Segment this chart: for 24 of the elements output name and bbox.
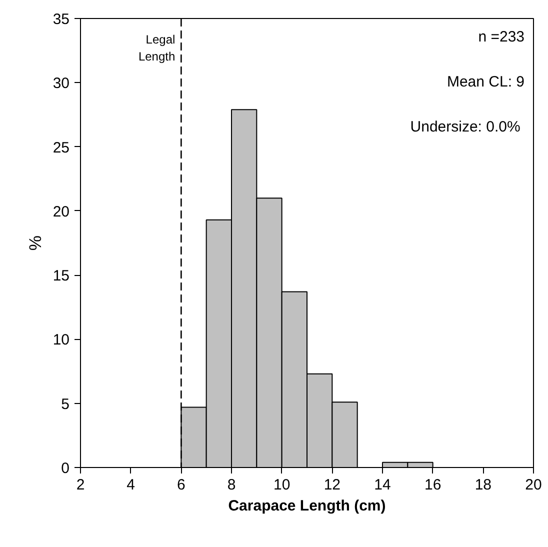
x-tick-label: 16 bbox=[424, 476, 442, 494]
x-tick-label: 20 bbox=[525, 476, 542, 494]
annotation: n =233 bbox=[478, 28, 524, 46]
x-tick-label: 4 bbox=[126, 476, 136, 494]
y-tick-label: 20 bbox=[52, 203, 70, 220]
y-tick-label: 30 bbox=[52, 75, 70, 92]
y-tick-label: 5 bbox=[61, 396, 70, 413]
y-tick-label: 35 bbox=[52, 11, 70, 28]
x-tick-label: 14 bbox=[374, 476, 391, 494]
y-axis-title: % bbox=[26, 235, 45, 251]
x-tick-label: 18 bbox=[474, 476, 492, 494]
ref-line-label: Legal Length bbox=[138, 32, 176, 64]
y-tick-label: 0 bbox=[61, 460, 70, 477]
x-tick-label: 2 bbox=[76, 476, 85, 494]
x-tick-label: 6 bbox=[176, 476, 186, 494]
y-tick-label: 10 bbox=[52, 332, 70, 349]
annotation: Undersize: 0.0% bbox=[410, 118, 520, 136]
annotation: Mean CL: 9 bbox=[446, 74, 525, 90]
x-tick-label: 12 bbox=[324, 476, 341, 494]
y-tick-label: 15 bbox=[52, 268, 70, 285]
x-axis-title: Carapace Length (cm) bbox=[228, 498, 386, 514]
y-tick-label: 25 bbox=[52, 139, 70, 156]
x-tick-label: 10 bbox=[273, 476, 290, 494]
x-tick-label: 8 bbox=[227, 476, 236, 494]
